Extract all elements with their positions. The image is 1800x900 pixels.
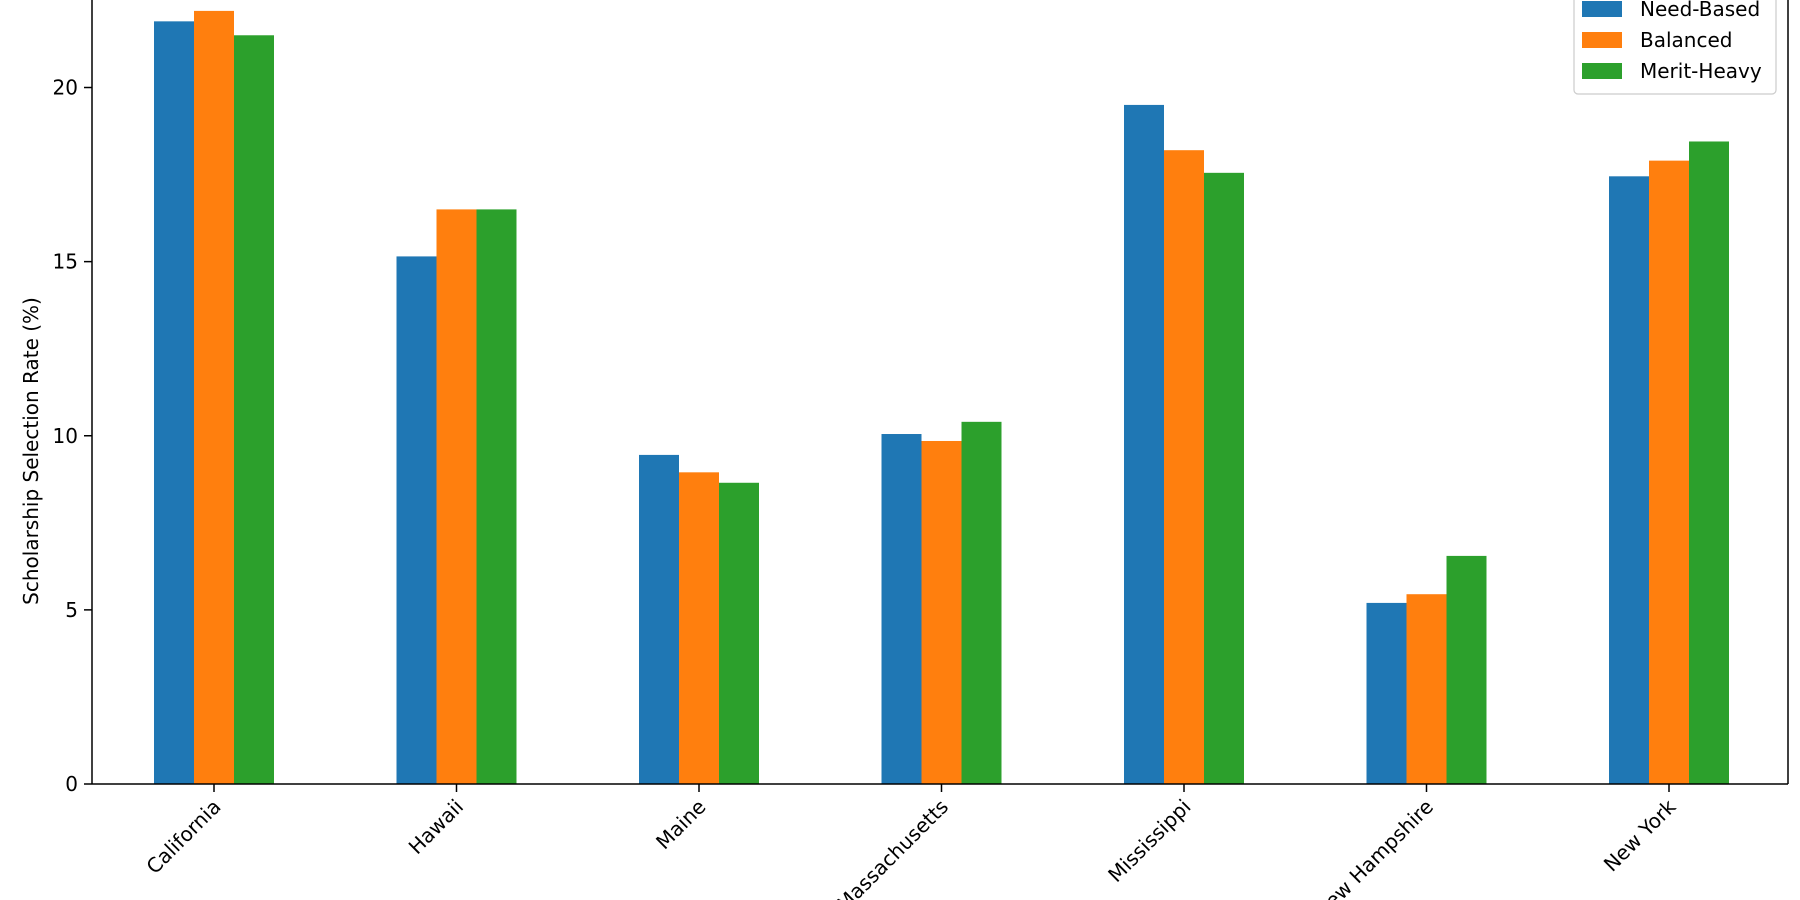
legend-swatch	[1582, 63, 1622, 79]
x-tick-label: Mississippi	[1103, 795, 1195, 887]
axes-layer	[91, 0, 1789, 785]
bar-balanced-new-hampshire	[1406, 594, 1447, 784]
bar-need-based-new-york	[1609, 176, 1649, 784]
y-axis-title: Scholarship Selection Rate (%)	[19, 297, 43, 605]
bars-layer	[154, 10, 1729, 785]
bar-need-based-massachusetts	[881, 434, 922, 784]
bar-need-based-new-hampshire	[1366, 602, 1407, 784]
x-tick-label: Maine	[651, 795, 710, 854]
bar-merit-heavy-maine	[719, 482, 759, 784]
legend-label: Merit-Heavy	[1640, 59, 1762, 83]
y-tick-label: 10	[53, 424, 78, 448]
legend-label: Balanced	[1640, 28, 1732, 52]
x-tick-label: New Hampshire	[1309, 795, 1438, 900]
bar-need-based-mississippi	[1124, 104, 1164, 785]
legend-swatch	[1582, 32, 1622, 48]
y-tick-label: 5	[65, 598, 78, 622]
x-tick-label: California	[141, 795, 225, 879]
bar-merit-heavy-massachusetts	[961, 421, 1002, 784]
bar-merit-heavy-mississippi	[1204, 172, 1244, 784]
legend-label: Need-Based	[1640, 0, 1760, 21]
bar-need-based-hawaii	[396, 256, 437, 784]
y-tick-label: 20	[53, 76, 78, 100]
bar-merit-heavy-california	[234, 35, 274, 785]
bar-merit-heavy-new-york	[1689, 141, 1729, 785]
legend: Need-Based Balanced Merit-Heavy	[1573, 0, 1777, 95]
bar-balanced-mississippi	[1164, 150, 1204, 784]
bar-merit-heavy-new-hampshire	[1446, 555, 1487, 784]
bar-merit-heavy-hawaii	[476, 209, 517, 785]
x-tick-label: Massachusetts	[832, 795, 953, 900]
legend-frame	[1573, 0, 1777, 95]
y-tick-label: 15	[53, 250, 78, 274]
y-tick-label: 0	[65, 772, 78, 796]
bar-balanced-california	[194, 10, 234, 785]
x-tick-label: New York	[1599, 794, 1681, 876]
bar-balanced-maine	[679, 472, 719, 784]
bar-balanced-massachusetts	[921, 440, 962, 784]
bar-balanced-new-york	[1649, 160, 1689, 784]
bar-need-based-maine	[639, 454, 679, 784]
x-tick-label: Hawaii	[404, 795, 468, 859]
bar-balanced-hawaii	[436, 209, 477, 785]
legend-swatch	[1582, 1, 1622, 17]
bar-need-based-california	[154, 21, 194, 785]
